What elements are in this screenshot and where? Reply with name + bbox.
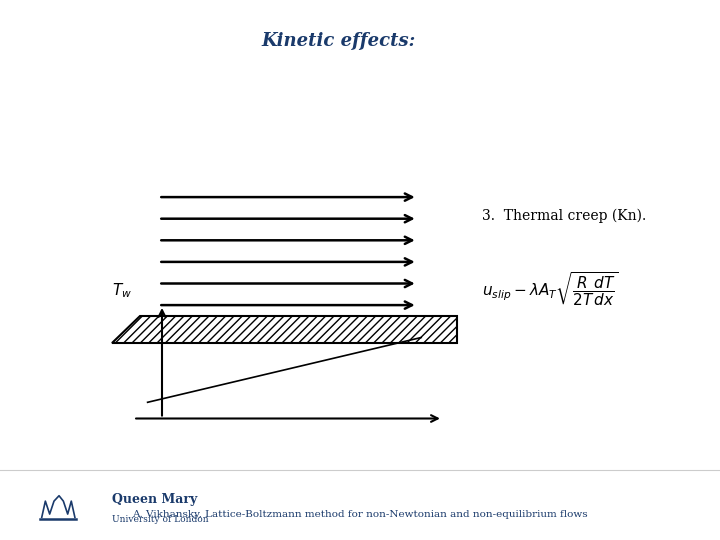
Text: A. Vikhansky, Lattice-Boltzmann method for non-Newtonian and non-equilibrium flo: A. Vikhansky, Lattice-Boltzmann method f… [132, 510, 588, 518]
Text: $T_w$: $T_w$ [112, 281, 132, 300]
Text: Kinetic effects:: Kinetic effects: [261, 32, 415, 50]
Text: University of London: University of London [112, 515, 208, 524]
Text: Queen Mary: Queen Mary [112, 493, 197, 506]
Polygon shape [112, 316, 457, 343]
Text: $u_{slip} - \lambda A_T \sqrt{\dfrac{R}{2T}\dfrac{dT}{dx}}$: $u_{slip} - \lambda A_T \sqrt{\dfrac{R}{… [482, 270, 618, 308]
Text: 3.  Thermal creep (Kn).: 3. Thermal creep (Kn). [482, 209, 647, 223]
